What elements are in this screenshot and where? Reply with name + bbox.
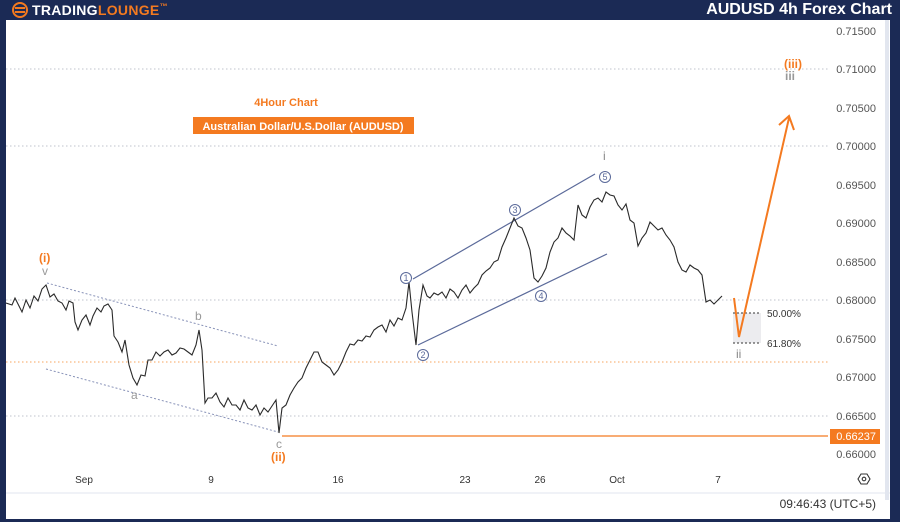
price-chart[interactable]: 50.00% 61.80% (i) v a b c (ii) i ii iii … xyxy=(6,20,890,519)
svg-text:0.68500: 0.68500 xyxy=(836,257,876,269)
trading-lounge-logo: TRADINGLOUNGE™ xyxy=(12,1,168,19)
current-price-value: 0.66237 xyxy=(836,431,876,443)
wave-label-i-paren: (i) xyxy=(39,251,50,265)
svg-text:0.70000: 0.70000 xyxy=(836,141,876,153)
current-price-tag xyxy=(830,429,880,444)
circled-wave-5: 5 xyxy=(599,171,611,183)
svg-text:16: 16 xyxy=(332,475,344,486)
svg-text:0.71000: 0.71000 xyxy=(836,64,876,76)
wave-label-iii-paren: (iii) xyxy=(784,57,802,71)
trademark: ™ xyxy=(159,2,168,11)
svg-text:4: 4 xyxy=(538,291,543,301)
svg-text:0.67500: 0.67500 xyxy=(836,334,876,346)
svg-text:2: 2 xyxy=(420,350,425,360)
logo-lounge-text: LOUNGE xyxy=(97,2,160,18)
logo-trading-text: TRADING xyxy=(32,2,98,18)
fib-lines xyxy=(733,312,761,344)
svg-text:9: 9 xyxy=(208,475,214,486)
circled-wave-4: 4 xyxy=(535,290,547,302)
header-bar: TRADINGLOUNGE™ AUDUSD 4h Forex Chart xyxy=(0,0,900,20)
fib-618-label: 61.80% xyxy=(767,339,801,350)
wave-label-iii-minor: iii xyxy=(785,69,795,83)
price-scale-edge xyxy=(885,20,889,500)
wave-label-b: b xyxy=(195,309,202,323)
grid-lines xyxy=(6,68,828,417)
instrument-banner xyxy=(193,117,414,134)
svg-text:0.68000: 0.68000 xyxy=(836,295,876,307)
circled-wave-3: 3 xyxy=(509,204,521,216)
projection-path xyxy=(733,117,790,338)
rising-channel xyxy=(412,173,608,346)
circled-wave-1: 1 xyxy=(400,272,412,284)
fib-50-label: 50.00% xyxy=(767,309,801,320)
y-axis: 0.71500 0.71000 0.70500 0.70000 0.69500 … xyxy=(836,26,876,461)
page-title: AUDUSD 4h Forex Chart xyxy=(706,1,892,18)
svg-text:0.71500: 0.71500 xyxy=(836,26,876,38)
svg-text:0.66500: 0.66500 xyxy=(836,411,876,423)
svg-text:0.70500: 0.70500 xyxy=(836,103,876,115)
instrument-name: Australian Dollar/U.S.Dollar (AUDUSD) xyxy=(202,121,403,133)
wave-label-c: c xyxy=(276,437,282,451)
svg-text:0.66000: 0.66000 xyxy=(836,449,876,461)
wave-label-ii-minor: ii xyxy=(736,347,741,361)
projection-arrowhead-icon xyxy=(778,114,795,131)
svg-text:23: 23 xyxy=(459,475,471,486)
svg-text:Sep: Sep xyxy=(75,475,93,486)
svg-text:0.67000: 0.67000 xyxy=(836,372,876,384)
settings-gear-icon[interactable] xyxy=(857,473,871,485)
wave-label-i-minor: i xyxy=(603,149,606,163)
svg-text:0.69500: 0.69500 xyxy=(836,180,876,192)
logo-icon xyxy=(12,2,28,18)
wave-label-a: a xyxy=(131,388,138,402)
svg-text:5: 5 xyxy=(602,172,607,182)
chart-subtitle: 4Hour Chart xyxy=(254,97,318,109)
svg-text:3: 3 xyxy=(512,205,517,215)
wave-label-ii-paren: (ii) xyxy=(271,450,286,464)
svg-text:1: 1 xyxy=(403,273,408,283)
chart-panel[interactable]: 50.00% 61.80% (i) v a b c (ii) i ii iii … xyxy=(6,20,890,519)
svg-text:26: 26 xyxy=(534,475,546,486)
svg-text:0.69000: 0.69000 xyxy=(836,218,876,230)
svg-text:7: 7 xyxy=(715,475,721,486)
price-bars xyxy=(6,191,723,434)
falling-channel xyxy=(45,282,279,433)
circled-wave-2: 2 xyxy=(417,349,429,361)
timestamp: 09:46:43 (UTC+5) xyxy=(779,497,876,511)
svg-text:Oct: Oct xyxy=(609,475,625,486)
wave-label-v: v xyxy=(42,264,48,278)
x-axis: Sep 9 16 23 26 Oct 7 xyxy=(75,475,721,486)
